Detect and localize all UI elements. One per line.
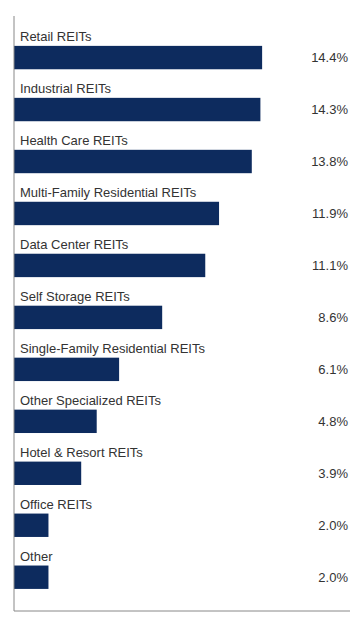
bar (14, 202, 219, 225)
bar (14, 462, 81, 485)
data-label: 2.0% (318, 570, 348, 585)
bar (14, 514, 48, 537)
bar (14, 566, 48, 589)
category-label: Health Care REITs (20, 133, 128, 148)
bar (14, 46, 262, 69)
bar (14, 306, 162, 329)
category-label: Multi-Family Residential REITs (20, 185, 197, 200)
x-axis-line (14, 611, 350, 612)
category-label: Other Specialized REITs (20, 393, 161, 408)
bar (14, 254, 205, 277)
bar (14, 410, 97, 433)
bars (14, 46, 262, 589)
data-label: 14.3% (311, 102, 348, 117)
category-label: Hotel & Resort REITs (20, 445, 143, 460)
labels: Other 2.0% Office REITs 2.0% Hotel & Resort … (20, 29, 348, 585)
category-label: Self Storage REITs (20, 289, 130, 304)
category-label: Other (20, 549, 53, 564)
category-label: Single-Family Residential REITs (20, 341, 205, 356)
data-label: 2.0% (318, 518, 348, 533)
category-label: Office REITs (20, 497, 93, 512)
chart: Other 2.0% Office REITs 2.0% Hotel & Resort … (0, 0, 360, 627)
data-label: 13.8% (311, 154, 348, 169)
bar (14, 150, 252, 173)
data-label: 4.8% (318, 414, 348, 429)
data-label: 11.9% (312, 206, 348, 221)
data-label: 3.9% (318, 466, 348, 481)
bar (14, 98, 260, 121)
category-label: Data Center REITs (20, 237, 129, 252)
data-label: 14.4% (311, 50, 348, 65)
data-label: 11.1% (312, 258, 348, 273)
category-label: Retail REITs (20, 29, 92, 44)
chart-container: Other 2.0% Office REITs 2.0% Hotel & Resort … (0, 0, 360, 627)
data-label: 6.1% (318, 362, 348, 377)
bar (14, 358, 119, 381)
category-label: Industrial REITs (20, 81, 112, 96)
data-label: 8.6% (318, 310, 348, 325)
y-axis-line (14, 16, 15, 611)
